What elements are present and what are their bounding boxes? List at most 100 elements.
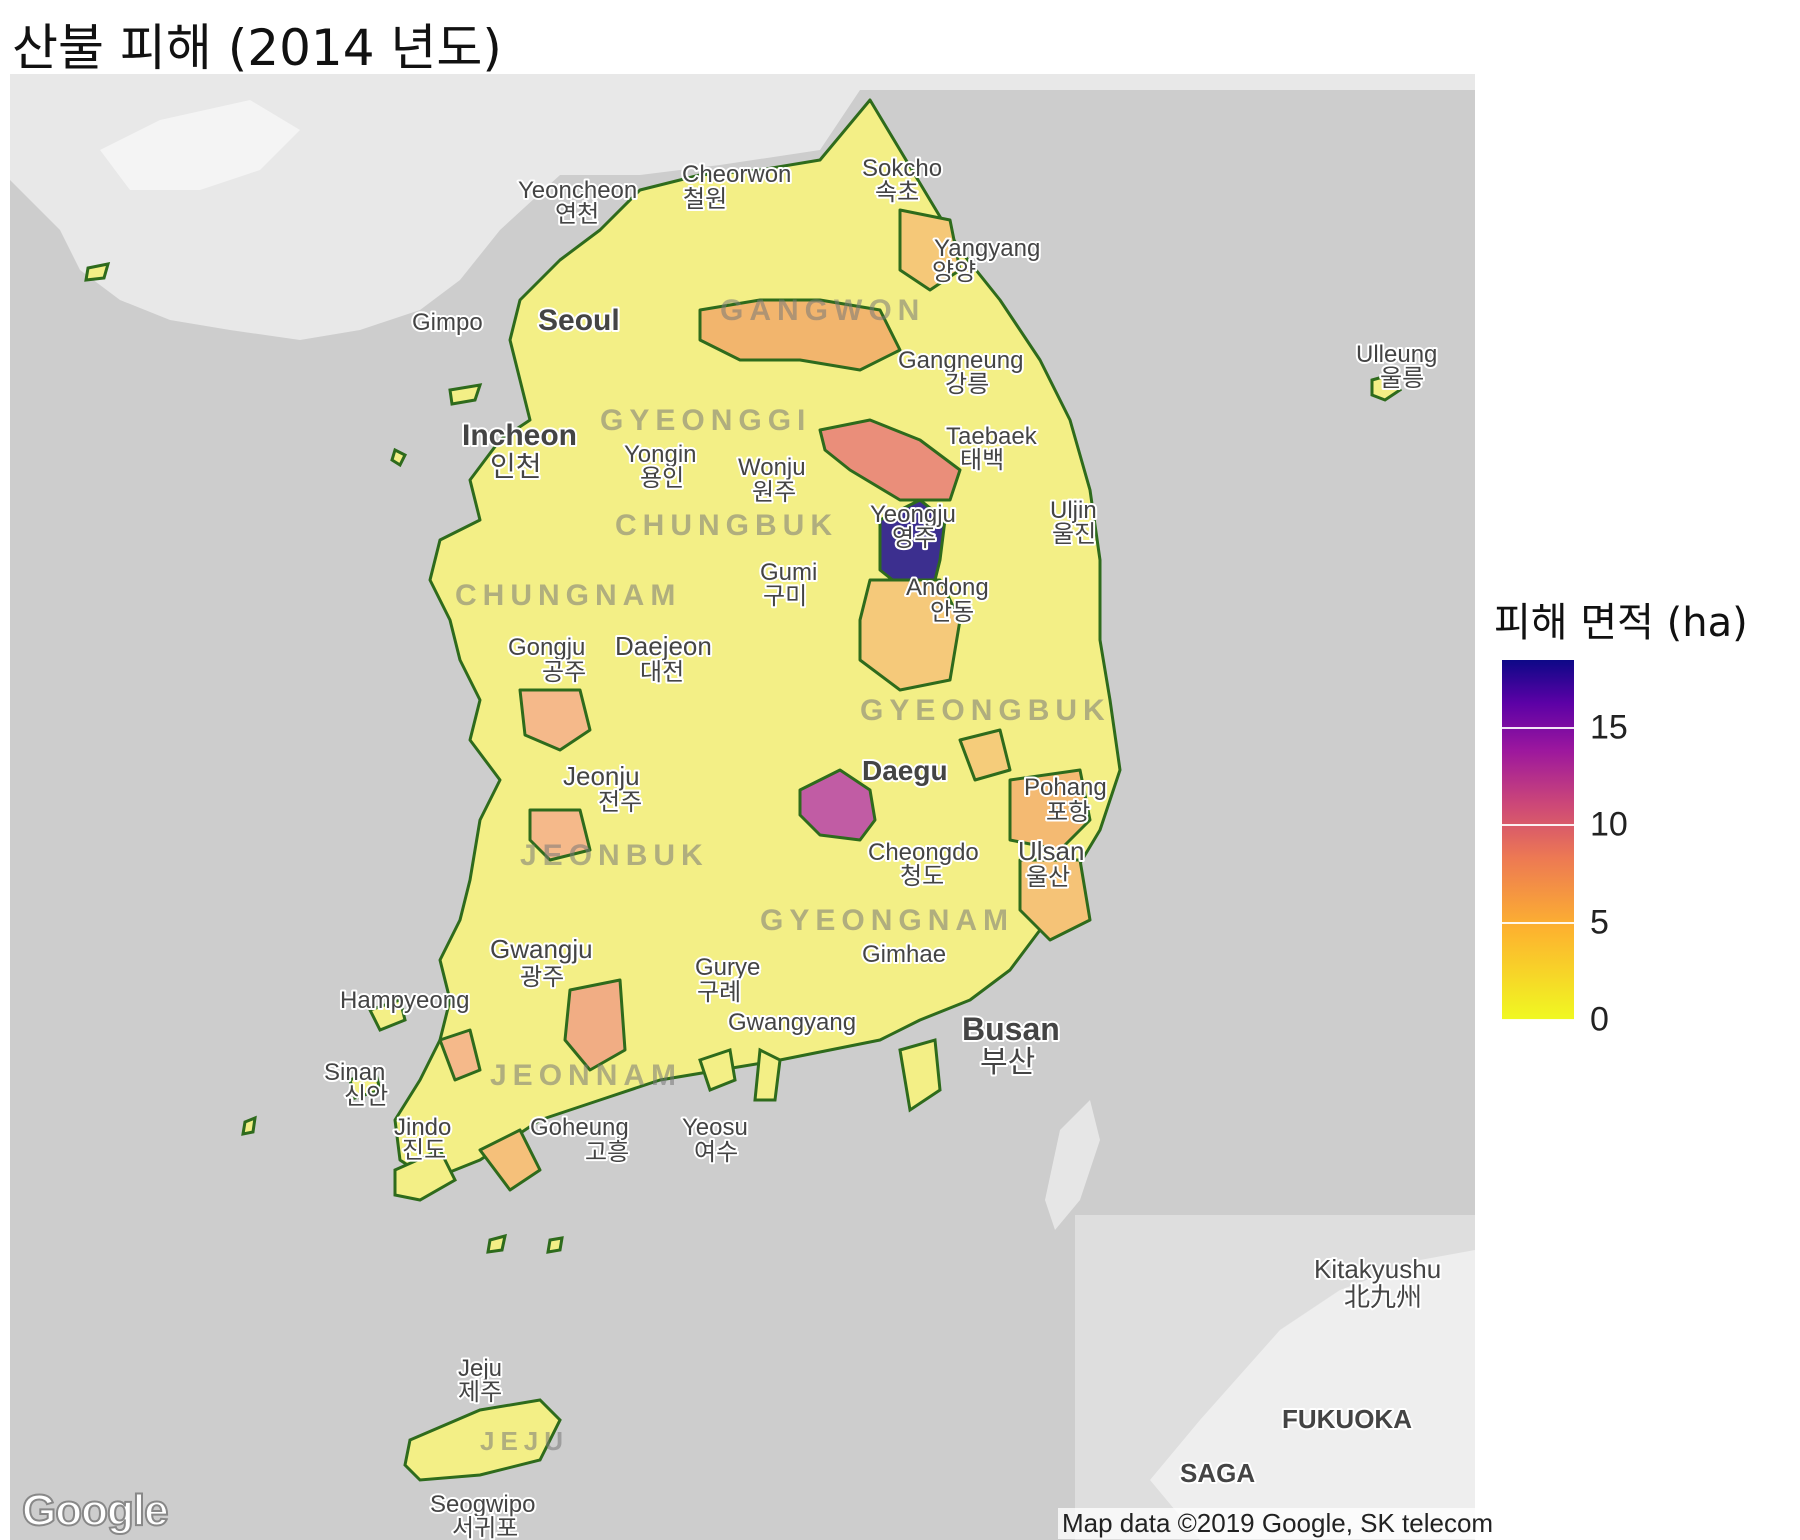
city-label-cheongdo-kr: 청도 bbox=[900, 862, 944, 890]
city-label-cheongdo: Cheongdo bbox=[868, 839, 979, 866]
region-jeongseon bbox=[818, 418, 962, 502]
city-label-jindo: Jindo bbox=[394, 1114, 451, 1141]
city-label-fukuoka: FUKUOKA bbox=[1282, 1404, 1412, 1434]
province-label-chungbuk: CHUNGBUK bbox=[615, 509, 838, 542]
legend-tick-mark bbox=[1502, 824, 1574, 827]
city-label-gurye-kr: 구례 bbox=[697, 978, 741, 1006]
city-label-yeoncheon: Yeoncheon bbox=[518, 177, 637, 204]
city-label-goheung-kr: 고흥 bbox=[585, 1138, 629, 1166]
region-iksan bbox=[518, 688, 592, 752]
city-label-sokcho: Sokcho bbox=[862, 155, 942, 182]
legend-tick-mark bbox=[1502, 1019, 1574, 1021]
island-1 bbox=[84, 262, 111, 282]
island-4 bbox=[367, 998, 407, 1032]
city-label-incheon: Incheon bbox=[462, 419, 577, 452]
island-3 bbox=[393, 1148, 457, 1202]
island-5 bbox=[348, 1067, 382, 1100]
city-label-wonju-kr: 원주 bbox=[752, 478, 796, 506]
ulleung-island bbox=[1370, 373, 1403, 402]
city-label-gongju-kr: 공주 bbox=[542, 658, 586, 686]
city-label-yeosu: Yeosu bbox=[682, 1114, 748, 1141]
city-label-ulleung: Ulleung bbox=[1356, 341, 1437, 368]
city-label-andong: Andong bbox=[906, 574, 989, 601]
legend-tick-label: 15 bbox=[1590, 708, 1628, 747]
city-label-incheon-kr: 인천 bbox=[490, 450, 542, 483]
province-label-jeonbuk: JEONBUK bbox=[520, 839, 709, 872]
legend-tick-label: 5 bbox=[1590, 903, 1609, 942]
city-label-busan: Busan bbox=[962, 1011, 1060, 1047]
city-label-saga: SAGA bbox=[1180, 1458, 1255, 1488]
tsushima bbox=[1045, 1100, 1100, 1230]
japan-coast bbox=[1150, 1250, 1475, 1540]
legend-colorbar bbox=[1502, 660, 1574, 1020]
city-label-jeju: Jeju bbox=[458, 1355, 502, 1382]
city-label-kitakyushu: Kitakyushu bbox=[1314, 1254, 1441, 1284]
city-label-yangyang: Yangyang bbox=[934, 235, 1040, 262]
chart-title: 산불 피해 (2014 년도) bbox=[12, 19, 502, 77]
province-label-jeonnam: JEONNAM bbox=[490, 1059, 682, 1092]
city-label-gwangju-kr: 광주 bbox=[520, 963, 564, 991]
island-11 bbox=[241, 1115, 257, 1136]
region-gyeongsan bbox=[958, 728, 1012, 782]
north-coast bbox=[100, 100, 300, 190]
island-2 bbox=[448, 383, 483, 406]
city-label-gumi: Gumi bbox=[760, 559, 817, 586]
city-label-andong-kr: 안동 bbox=[930, 598, 974, 626]
city-label-sokcho-kr: 속초 bbox=[875, 178, 919, 206]
province-label-chungnam: CHUNGNAM bbox=[455, 579, 681, 612]
north-landmass bbox=[10, 74, 1475, 340]
province-label-gyeonggi: GYEONGGI bbox=[600, 404, 811, 437]
city-label-kitakyushu-kr: 北九州 bbox=[1344, 1283, 1422, 1313]
city-label-ulsan: Ulsan bbox=[1018, 836, 1084, 866]
island-7 bbox=[546, 1236, 564, 1254]
city-label-taebaek-kr: 태백 bbox=[960, 446, 1004, 474]
province-label-gyeongbuk: GYEONGBUK bbox=[860, 694, 1111, 727]
city-label-gumi-kr: 구미 bbox=[763, 582, 807, 610]
city-label-gangneung-kr: 강릉 bbox=[945, 370, 989, 398]
jeju-island bbox=[403, 1398, 562, 1482]
city-label-yeongju: Yeongju bbox=[870, 501, 956, 528]
city-label-gurye: Gurye bbox=[695, 954, 760, 981]
island-10 bbox=[898, 1038, 942, 1113]
map-attribution[interactable]: Map data ©2019 Google, SK telecom bbox=[1058, 1508, 1498, 1539]
mainland bbox=[393, 98, 1122, 1182]
city-label-yeongju-kr: 영주 bbox=[892, 524, 936, 552]
legend-tick-mark bbox=[1502, 727, 1574, 730]
region-suncheon bbox=[563, 978, 627, 1072]
legend-tick-label: 0 bbox=[1590, 1000, 1609, 1039]
region-yangyang bbox=[898, 208, 962, 292]
city-label-yeoncheon-kr: 연천 bbox=[555, 200, 599, 228]
region-haenam bbox=[478, 1128, 542, 1192]
google-logo: Google bbox=[21, 1485, 170, 1536]
city-label-daegu: Daegu bbox=[862, 755, 948, 786]
city-label-yongin: Yongin bbox=[624, 441, 697, 468]
islands bbox=[84, 262, 1403, 1482]
city-label-jeju-kr: 제주 bbox=[458, 1378, 502, 1406]
city-label-seogwipo: Seogwipo bbox=[430, 1491, 535, 1518]
city-label-hampyeong: Hampyeong bbox=[340, 987, 469, 1014]
city-label-ulsan-kr: 울산 bbox=[1026, 863, 1070, 891]
city-label-sinan: Sinan bbox=[324, 1059, 385, 1086]
city-label-sinan-kr: 신안 bbox=[344, 1082, 388, 1110]
province-label-gyeongnam: GYEONGNAM bbox=[760, 904, 1014, 937]
city-label-gongju: Gongju bbox=[508, 634, 585, 661]
region-hongcheon bbox=[698, 298, 902, 372]
city-label-wonju: Wonju bbox=[738, 454, 806, 481]
region-ulsan bbox=[1018, 858, 1092, 942]
island-12 bbox=[390, 447, 408, 468]
city-label-seogwipo-kr: 서귀포 bbox=[452, 1514, 518, 1540]
city-label-seoul: Seoul bbox=[538, 304, 620, 337]
south-korea-regions bbox=[393, 98, 1122, 1192]
city-label-uljin: Uljin bbox=[1050, 497, 1097, 524]
city-label-gimhae: Gimhae bbox=[862, 941, 946, 968]
city-label-daejeon: Daejeon bbox=[615, 631, 712, 661]
city-labels: Yeoncheon 연천 Cheorwon 철원 Sokcho 속초 Yangy… bbox=[322, 153, 1443, 1540]
city-label-ulleung-kr: 울릉 bbox=[1380, 364, 1424, 392]
city-label-gangneung: Gangneung bbox=[898, 347, 1023, 374]
province-label-gangwon: GANGWON bbox=[720, 294, 925, 327]
city-label-yeosu-kr: 여수 bbox=[694, 1138, 738, 1166]
city-label-cheorwon: Cheorwon bbox=[682, 161, 791, 188]
city-label-gwangyang: Gwangyang bbox=[728, 1009, 856, 1036]
city-label-jindo-kr: 진도 bbox=[402, 1136, 446, 1164]
